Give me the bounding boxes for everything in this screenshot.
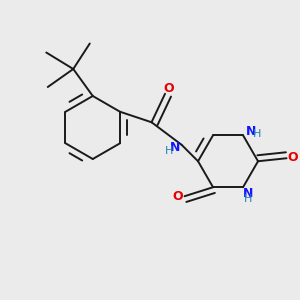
Text: H: H [165,146,173,156]
Text: N: N [170,141,180,154]
Text: N: N [246,125,256,138]
Text: N: N [243,187,253,200]
Text: O: O [163,82,174,95]
Text: O: O [288,151,298,164]
Text: O: O [172,190,183,203]
Text: H: H [253,129,262,139]
Text: H: H [244,194,252,204]
